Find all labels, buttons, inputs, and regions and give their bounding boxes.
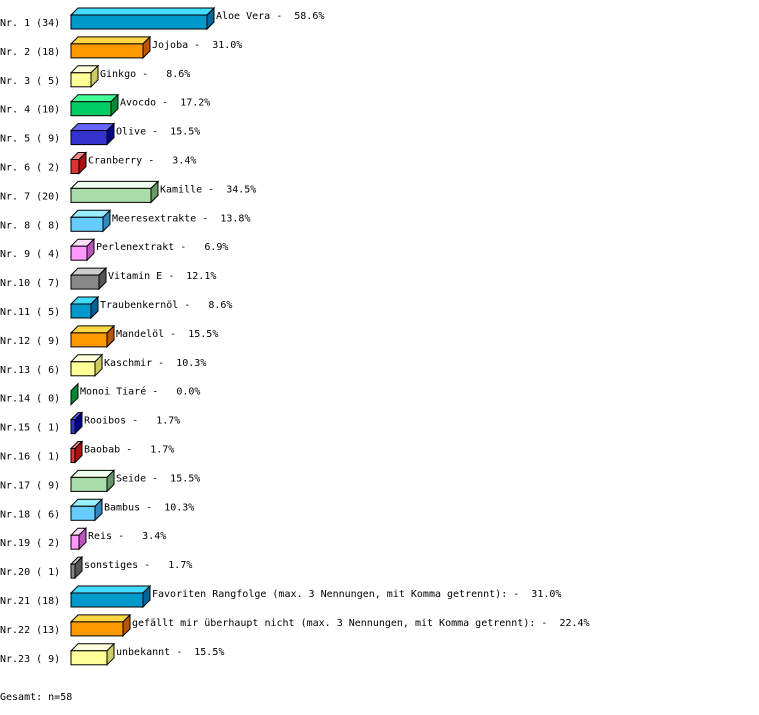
category-label: Nr.16 ( 1) (0, 452, 60, 463)
data-label: Mandelöl - 15.5% (116, 329, 218, 340)
bar-top (69, 585, 152, 594)
bar-side (122, 613, 131, 638)
bar-side (110, 93, 119, 117)
bar (70, 563, 76, 579)
data-label: Avocdo - 17.2% (120, 98, 210, 109)
bar-side (150, 180, 159, 204)
bar (70, 332, 108, 348)
bar-side (98, 266, 107, 291)
data-label: Aloe Vera - 58.6% (216, 11, 324, 22)
bar-side (206, 6, 215, 31)
bar-top (69, 94, 120, 103)
bar-top (69, 180, 160, 189)
data-label: Reis - 3.4% (88, 531, 166, 542)
bar-side (86, 237, 95, 262)
bar (70, 303, 92, 319)
bar (70, 101, 112, 117)
data-label: Bambus - 10.3% (104, 502, 194, 513)
bar-side (106, 122, 115, 146)
data-label: Rooibos - 1.7% (84, 416, 180, 427)
category-label: Nr.17 ( 9) (0, 480, 60, 491)
bar (70, 361, 96, 377)
data-label: Monoi Tiaré - 0.0% (80, 386, 200, 398)
category-label: Nr.22 (13) (0, 625, 60, 636)
data-label: Ginkgo - 8.6% (100, 69, 190, 80)
bar (70, 43, 144, 59)
bar-chart: Nr. 1 (34) Aloe Vera - 58.6% Nr. 2 (18) Joj… (0, 6, 590, 667)
bar-top (69, 614, 132, 623)
total-count: Gesamt: n=58 (0, 692, 73, 703)
category-label: Nr.21 (18) (0, 596, 60, 607)
category-label: Nr. 9 ( 4) (0, 249, 60, 260)
category-label: Nr. 2 (18) (0, 47, 60, 58)
bar-side (142, 35, 151, 60)
bar-side (142, 584, 151, 609)
category-label: Nr.20 ( 1) (0, 567, 60, 578)
data-label: Meeresextrakte - 13.8% (112, 213, 250, 224)
bar (70, 245, 88, 261)
category-label: Nr. 6 ( 2) (0, 163, 60, 174)
bar-side (94, 498, 103, 522)
category-label: Nr. 8 ( 8) (0, 220, 60, 231)
data-label: Olive - 15.5% (116, 127, 200, 138)
data-label: Kamille - 34.5% (160, 184, 256, 195)
bar (70, 448, 76, 463)
bar-top (69, 7, 216, 16)
category-label: Nr.23 ( 9) (0, 654, 60, 665)
bar (70, 159, 80, 174)
category-label: Nr. 4 (10) (0, 105, 60, 116)
data-label: Vitamin E - 12.1% (108, 271, 216, 282)
bar-side (106, 469, 115, 493)
data-label: gefällt mir überhaupt nicht (max. 3 Nenn… (132, 618, 590, 629)
bar-side (102, 209, 111, 233)
bar-side (78, 526, 87, 551)
data-label: Perlenextrakt - 6.9% (96, 242, 228, 253)
data-label: Seide - 15.5% (116, 473, 200, 484)
bar-side (70, 382, 79, 406)
bar (70, 476, 108, 492)
bar-side (74, 440, 83, 464)
data-label: unbekannt - 15.5% (116, 647, 224, 658)
bar-side (90, 295, 99, 320)
bar (70, 650, 108, 666)
bar (70, 419, 76, 435)
bar (70, 14, 208, 30)
category-label: Nr.13 ( 6) (0, 365, 60, 376)
bar (70, 621, 124, 637)
data-label: Favoriten Rangfolge (max. 3 Nennungen, m… (152, 589, 561, 600)
bar (70, 274, 100, 290)
data-label: Traubenkernöl - 8.6% (100, 300, 232, 311)
data-label: Cranberry - 3.4% (88, 156, 196, 167)
data-label: sonstiges - 1.7% (84, 560, 192, 571)
category-label: Nr. 3 ( 5) (0, 76, 60, 87)
category-label: Nr.19 ( 2) (0, 538, 60, 549)
bar-side (74, 555, 83, 580)
bar-side (78, 151, 87, 175)
category-label: Nr.15 ( 1) (0, 423, 60, 434)
data-label: Baobab - 1.7% (84, 445, 174, 456)
category-label: Nr.11 ( 5) (0, 307, 60, 318)
bar-side (90, 64, 99, 89)
bar (70, 592, 144, 608)
category-label: Nr.10 ( 7) (0, 278, 60, 289)
data-label: Kaschmir - 10.3% (104, 358, 206, 369)
bar (70, 505, 96, 521)
bar-side (74, 411, 83, 435)
bar (70, 130, 108, 146)
bar (70, 216, 104, 232)
category-label: Nr.18 ( 6) (0, 509, 60, 520)
category-label: Nr. 5 ( 9) (0, 134, 60, 145)
category-label: Nr.14 ( 0) (0, 394, 60, 405)
category-label: Nr.12 ( 9) (0, 336, 60, 347)
bar-side (106, 324, 115, 349)
category-label: Nr. 7 (20) (0, 191, 60, 202)
bar (70, 72, 92, 88)
bar (70, 187, 152, 203)
bar-side (106, 642, 115, 667)
data-label: Jojoba - 31.0% (152, 40, 242, 51)
bar (70, 534, 80, 550)
category-label: Nr. 1 (34) (0, 18, 60, 29)
bar-side (94, 353, 103, 378)
bar-top (69, 36, 152, 45)
